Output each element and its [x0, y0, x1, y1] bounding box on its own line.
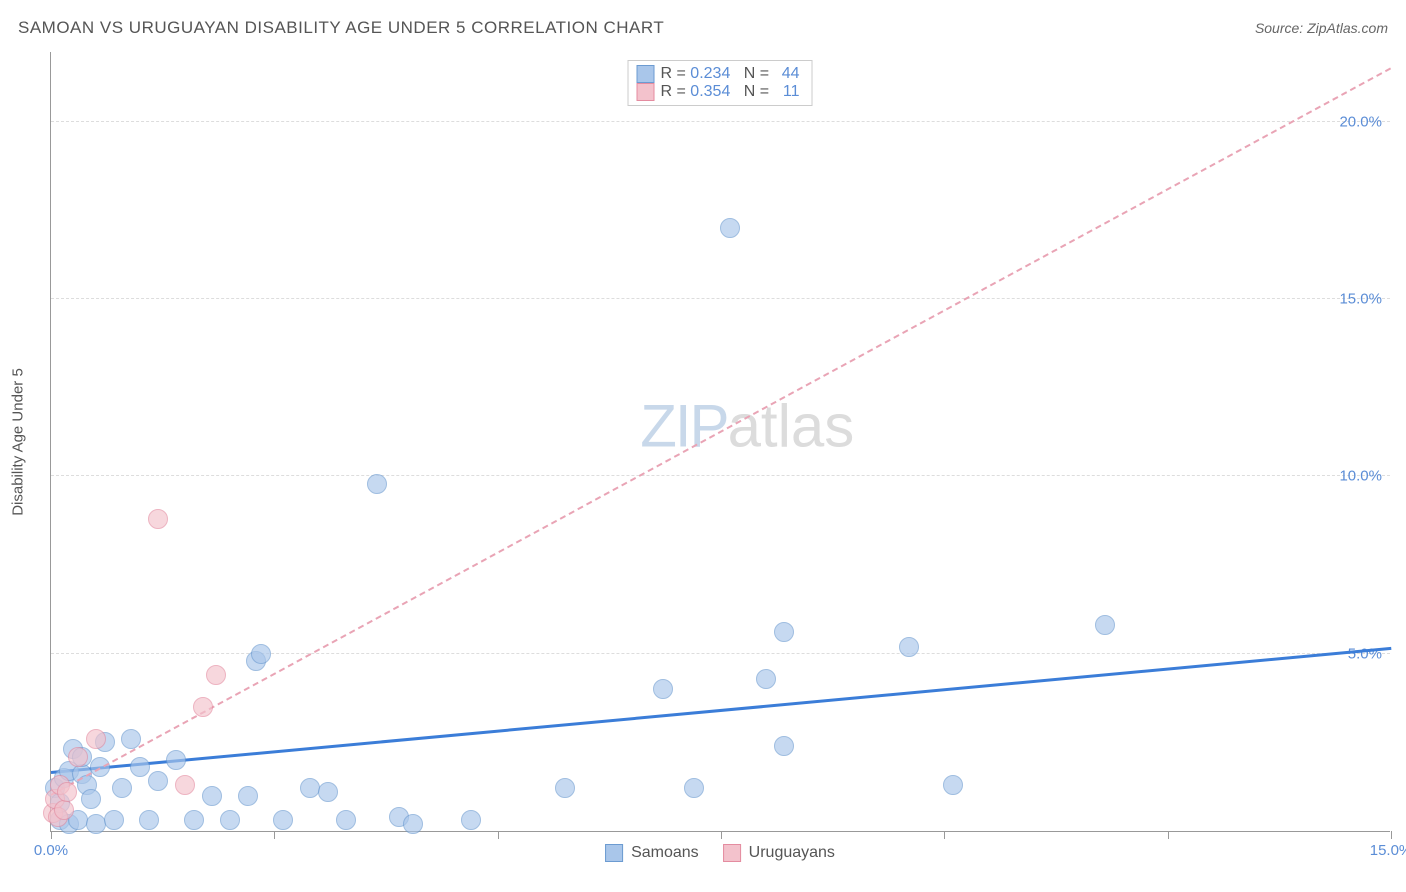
data-point — [684, 778, 704, 798]
data-point — [653, 679, 673, 699]
data-point — [720, 218, 740, 238]
data-point — [57, 782, 77, 802]
gridline — [51, 475, 1390, 476]
x-tick — [1168, 831, 1169, 839]
data-point — [54, 800, 74, 820]
y-tick-label: 15.0% — [1339, 291, 1382, 308]
x-tick — [274, 831, 275, 839]
data-point — [367, 474, 387, 494]
data-point — [86, 814, 106, 834]
x-tick — [721, 831, 722, 839]
y-tick-label: 10.0% — [1339, 468, 1382, 485]
gridline — [51, 298, 1390, 299]
scatter-plot: ZIPatlas 5.0%10.0%15.0%20.0%0.0%15.0% Di… — [50, 52, 1390, 832]
data-point — [148, 771, 168, 791]
gridline — [51, 121, 1390, 122]
legend-label: Uruguayans — [749, 844, 835, 862]
watermark-atlas: atlas — [728, 392, 855, 459]
legend-item: Uruguayans — [723, 844, 835, 862]
data-point — [86, 729, 106, 749]
data-point — [112, 778, 132, 798]
legend-label: Samoans — [631, 844, 699, 862]
data-point — [68, 747, 88, 767]
legend-item: Samoans — [605, 844, 699, 862]
data-point — [81, 789, 101, 809]
source-label: Source: ZipAtlas.com — [1255, 20, 1388, 36]
data-point — [300, 778, 320, 798]
data-point — [756, 669, 776, 689]
data-point — [139, 810, 159, 830]
y-tick-label: 20.0% — [1339, 113, 1382, 130]
data-point — [555, 778, 575, 798]
data-point — [774, 736, 794, 756]
legend-series: Samoans Uruguayans — [605, 844, 835, 862]
legend-swatch — [605, 844, 623, 862]
x-tick-label: 0.0% — [34, 842, 68, 859]
data-point — [943, 775, 963, 795]
data-point — [403, 814, 423, 834]
data-point — [220, 810, 240, 830]
data-point — [184, 810, 204, 830]
data-point — [238, 786, 258, 806]
data-point — [148, 509, 168, 529]
x-tick — [1391, 831, 1392, 839]
legend-row: R = 0.354 N = 11 — [637, 83, 800, 101]
data-point — [774, 622, 794, 642]
chart-title: SAMOAN VS URUGUAYAN DISABILITY AGE UNDER… — [18, 18, 664, 38]
x-tick — [944, 831, 945, 839]
data-point — [104, 810, 124, 830]
legend-correlation: R = 0.234 N = 44R = 0.354 N = 11 — [628, 60, 813, 106]
data-point — [202, 786, 222, 806]
data-point — [166, 750, 186, 770]
legend-swatch — [723, 844, 741, 862]
trend-line — [51, 67, 1392, 796]
legend-swatch — [637, 65, 655, 83]
watermark: ZIPatlas — [640, 391, 854, 460]
data-point — [1095, 615, 1115, 635]
data-point — [251, 644, 271, 664]
data-point — [175, 775, 195, 795]
data-point — [206, 665, 226, 685]
data-point — [318, 782, 338, 802]
data-point — [899, 637, 919, 657]
data-point — [336, 810, 356, 830]
x-tick — [51, 831, 52, 839]
plot-area: ZIPatlas 5.0%10.0%15.0%20.0%0.0%15.0% — [50, 52, 1390, 832]
legend-row: R = 0.234 N = 44 — [637, 65, 800, 83]
legend-swatch — [637, 83, 655, 101]
data-point — [193, 697, 213, 717]
x-tick-label: 15.0% — [1370, 842, 1406, 859]
data-point — [130, 757, 150, 777]
data-point — [461, 810, 481, 830]
legend-text: R = 0.354 N = 11 — [661, 83, 800, 101]
y-axis-label: Disability Age Under 5 — [10, 368, 27, 516]
data-point — [273, 810, 293, 830]
legend-text: R = 0.234 N = 44 — [661, 65, 800, 83]
x-tick — [498, 831, 499, 839]
